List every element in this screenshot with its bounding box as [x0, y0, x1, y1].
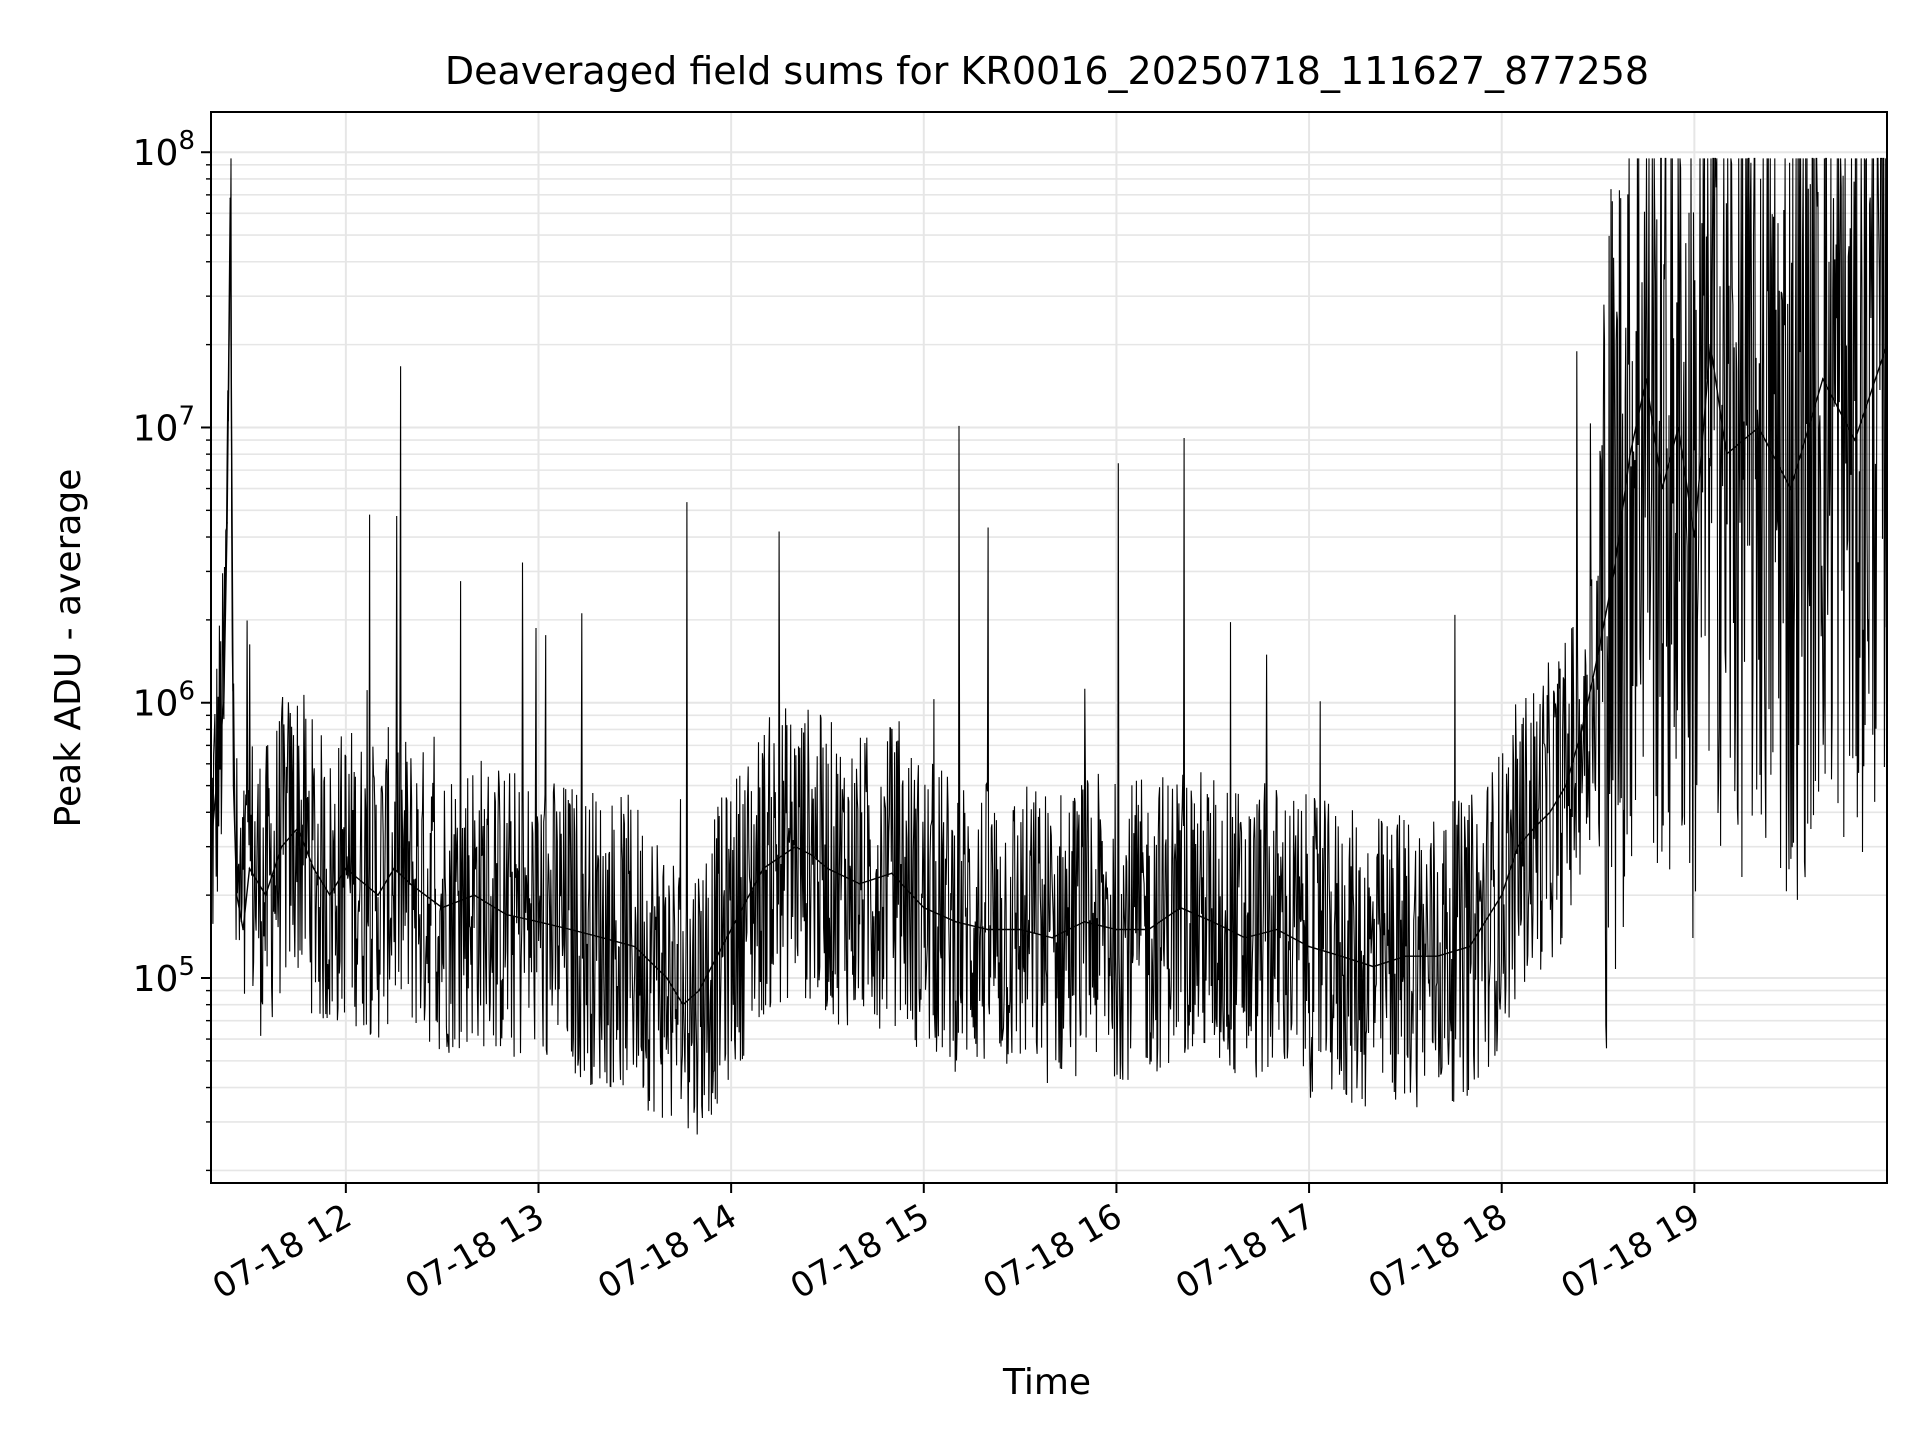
series-point — [229, 197, 232, 200]
series-point — [666, 977, 668, 979]
series-point — [441, 906, 444, 909]
series-point — [1757, 426, 1760, 429]
series-point — [264, 894, 267, 896]
chart-title: Deaveraged field sums for KR0016_2025071… — [445, 49, 1649, 93]
series-point — [280, 845, 283, 848]
series-point — [1597, 653, 1599, 656]
series-point — [1709, 343, 1712, 346]
series-point — [1179, 906, 1182, 909]
series-point — [1854, 439, 1856, 441]
series-point — [1244, 937, 1246, 939]
series-point — [1645, 378, 1647, 380]
series-point — [473, 894, 476, 896]
series-point — [1629, 453, 1631, 456]
series-point — [1500, 894, 1503, 896]
series-point — [377, 894, 379, 896]
series-point — [537, 921, 540, 923]
series-point — [1789, 487, 1792, 490]
series-point — [682, 1003, 684, 1006]
series-point — [1276, 928, 1278, 931]
x-axis-label: Time — [1002, 1362, 1091, 1403]
series-point — [762, 867, 764, 870]
series-point — [1581, 728, 1583, 731]
series-point — [1340, 955, 1342, 957]
y-axis-label: Peak ADU - average — [48, 469, 89, 828]
series-point — [223, 701, 225, 704]
series-point — [226, 522, 228, 524]
series-point — [810, 854, 813, 856]
series-point — [505, 913, 508, 916]
series-point — [858, 883, 861, 885]
series-point — [216, 773, 219, 775]
y-tick-label: 106 — [133, 677, 195, 725]
series-point — [1677, 426, 1680, 429]
series-point — [1565, 784, 1567, 787]
series-point — [1211, 921, 1214, 923]
series-point — [1822, 378, 1824, 380]
series-point — [345, 867, 347, 870]
series-point — [698, 989, 700, 992]
series-point — [296, 827, 299, 829]
series-point — [248, 867, 251, 870]
series-point — [1404, 955, 1407, 957]
series-point — [409, 883, 411, 885]
series-trace — [210, 157, 1888, 1135]
series-point — [1372, 965, 1375, 968]
series-point — [1517, 845, 1519, 848]
series-point — [1549, 811, 1551, 814]
series-point — [1115, 928, 1118, 931]
series-point — [1308, 945, 1310, 948]
series-point — [794, 845, 797, 848]
series-point — [1436, 955, 1439, 957]
series-point — [1019, 928, 1021, 931]
series-point — [312, 867, 315, 870]
series-point — [987, 928, 989, 931]
series-point — [601, 937, 604, 939]
series-point — [329, 894, 331, 896]
plot-frame — [210, 111, 1888, 1184]
series-point — [1083, 921, 1086, 923]
series-point — [393, 867, 395, 870]
series-point — [826, 867, 829, 870]
series-point — [1533, 827, 1535, 829]
y-tick-label: 108 — [133, 126, 195, 174]
series-point — [569, 928, 572, 931]
series-point — [923, 906, 925, 909]
series-point — [730, 928, 732, 931]
series-point — [1661, 487, 1663, 490]
series-point — [955, 921, 957, 923]
series-point — [1613, 570, 1615, 573]
y-tick-label: 107 — [133, 401, 195, 449]
series-noise-trace — [210, 157, 1888, 1135]
series-point — [242, 928, 244, 931]
series-point — [235, 894, 238, 896]
series-point — [1051, 937, 1053, 939]
series-point — [1693, 536, 1696, 538]
series-point — [890, 872, 893, 875]
y-tick-label: 105 — [133, 952, 195, 1000]
series-point — [634, 945, 636, 948]
series-line-layer — [210, 197, 1888, 1006]
series-point — [1725, 453, 1728, 456]
series-point — [232, 784, 235, 787]
series-point — [1468, 945, 1471, 948]
series-point — [1147, 928, 1150, 931]
